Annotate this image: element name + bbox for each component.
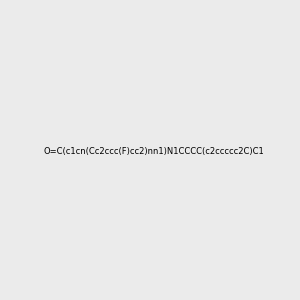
Text: O=C(c1cn(Cc2ccc(F)cc2)nn1)N1CCCC(c2ccccc2C)C1: O=C(c1cn(Cc2ccc(F)cc2)nn1)N1CCCC(c2ccccc…: [44, 147, 264, 156]
